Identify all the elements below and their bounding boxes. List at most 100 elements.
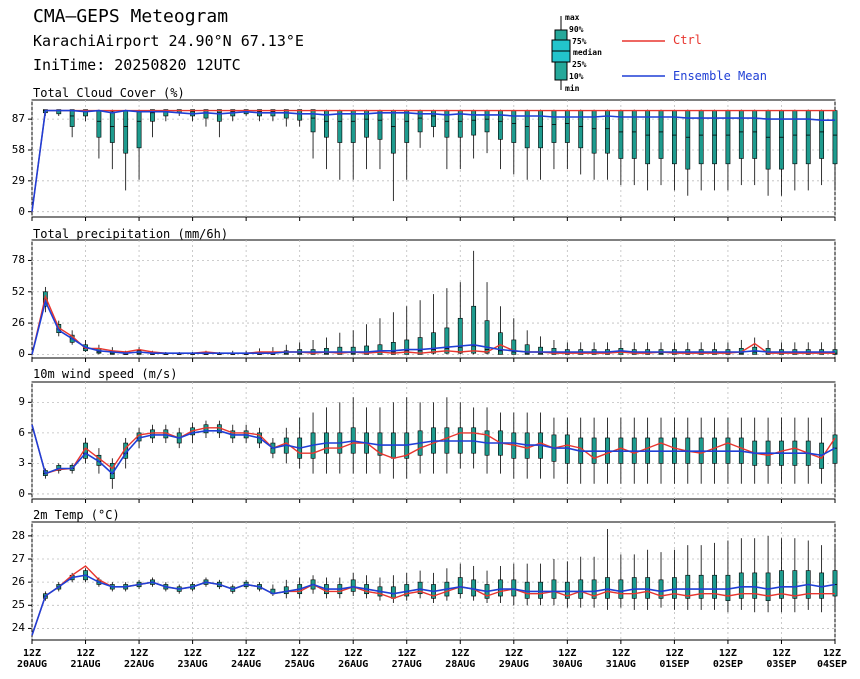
box-body [819, 572, 825, 599]
box-body [203, 109, 209, 119]
y-tick-label: 9 [18, 395, 25, 409]
y-tick-label: 26 [11, 316, 25, 330]
box-body [417, 581, 423, 595]
box-body [578, 579, 584, 599]
x-tick-label: 12Z 24AUG [218, 648, 274, 670]
x-tick-hour: 12Z [344, 648, 363, 659]
box-body [498, 579, 503, 597]
x-tick-hour: 12Z [504, 648, 523, 659]
y-tick-label: 87 [11, 112, 25, 126]
box-body [484, 320, 490, 354]
x-tick-hour: 12Z [130, 648, 149, 659]
x-tick-day: 30AUG [552, 659, 583, 670]
x-tick-day: 23AUG [177, 659, 208, 670]
box-body [150, 109, 155, 122]
box-body [819, 110, 825, 159]
legend-box-p90: 90% [569, 25, 584, 34]
panel-title-temp: 2m Temp (°C) [33, 508, 120, 522]
y-tick-label: 6 [18, 425, 25, 439]
box-body [484, 110, 490, 133]
box-body [498, 332, 503, 355]
x-tick-hour: 12Z [397, 648, 416, 659]
x-tick-label: 12Z 04SEP [804, 648, 860, 670]
box-body [712, 574, 717, 599]
box-body [752, 572, 758, 599]
legend-box-p10: 10% [569, 72, 584, 81]
box-body [671, 577, 677, 599]
x-tick-hour: 12Z [772, 648, 791, 659]
box-body [538, 581, 543, 599]
box-body [444, 327, 450, 354]
ensemble-mean-line [31, 299, 835, 355]
x-tick-label: 12Z 22AUG [111, 648, 167, 670]
box-body [350, 579, 356, 592]
box-body [377, 344, 383, 355]
legend-ctrl-label: Ctrl [673, 33, 702, 47]
x-tick-day: 26AUG [338, 659, 369, 670]
legend-box-max: max [565, 13, 580, 22]
box-body [832, 570, 838, 597]
box-body [564, 581, 570, 599]
x-tick-day: 21AUG [70, 659, 101, 670]
panel-title-precip: Total precipitation (mm/6h) [33, 227, 229, 241]
x-tick-day: 03SEP [766, 659, 797, 670]
x-tick-day: 27AUG [391, 659, 422, 670]
box-body [457, 577, 463, 595]
panel-title-cloud: Total Cloud Cover (%) [33, 86, 185, 100]
x-tick-hour: 12Z [22, 648, 42, 659]
x-tick-day: 04SEP [816, 659, 848, 670]
y-tick-label: 0 [18, 347, 25, 361]
box-body [377, 110, 383, 140]
init-time-label: IniTime: 20250820 12UTC [33, 56, 241, 74]
box-body [618, 110, 624, 159]
x-tick-hour: 12Z [665, 648, 684, 659]
box-body [605, 110, 610, 154]
box-body [671, 110, 677, 165]
box-body [698, 574, 704, 599]
box-body [417, 337, 423, 355]
box-body [350, 110, 356, 143]
x-tick-label: 12Z 21AUG [58, 648, 114, 670]
box-body [56, 109, 62, 115]
ctrl-series-line [31, 424, 836, 475]
box-body [725, 574, 731, 601]
legend-box-p75: 75% [572, 37, 587, 46]
x-tick-day: 02SEP [712, 659, 743, 670]
box-body [310, 109, 316, 133]
ensemble-mean-line [31, 574, 836, 636]
box-body [511, 579, 517, 597]
y-tick-label: 52 [11, 284, 25, 298]
y-tick-label: 29 [11, 173, 25, 187]
x-tick-label: 12Z 23AUG [165, 648, 221, 670]
box-body [337, 110, 343, 143]
box-body [350, 346, 356, 355]
x-tick-label: 12Z 27AUG [379, 648, 435, 670]
chart-title: CMA—GEPS Meteogram [33, 6, 229, 27]
box-body [404, 339, 410, 355]
panel-frame [31, 239, 836, 359]
x-tick-label: 12Z 25AUG [272, 648, 328, 670]
box-body [364, 345, 369, 355]
y-tick-label: 24 [11, 621, 25, 635]
box-body [738, 572, 744, 599]
y-tick-label: 25 [11, 598, 25, 612]
box-body [551, 110, 557, 143]
box-body [283, 109, 289, 119]
box-body [765, 572, 771, 601]
box-body [792, 570, 798, 599]
box-body [297, 109, 303, 121]
x-tick-label: 12Z 31AUG [593, 648, 649, 670]
x-tick-day: 20AUG [16, 659, 48, 670]
legend-box-median: median [573, 48, 602, 57]
y-tick-label: 28 [11, 528, 25, 542]
box-body [136, 110, 142, 149]
legend-mean-label: Ensemble Mean [673, 69, 767, 83]
box-body [283, 586, 289, 595]
box-body [832, 110, 838, 165]
box-body [390, 342, 396, 355]
ensemble-mean-line [31, 109, 835, 212]
x-tick-label: 12Z 03SEP [753, 648, 809, 670]
panel-title-wind: 10m wind speed (m/s) [33, 367, 178, 381]
